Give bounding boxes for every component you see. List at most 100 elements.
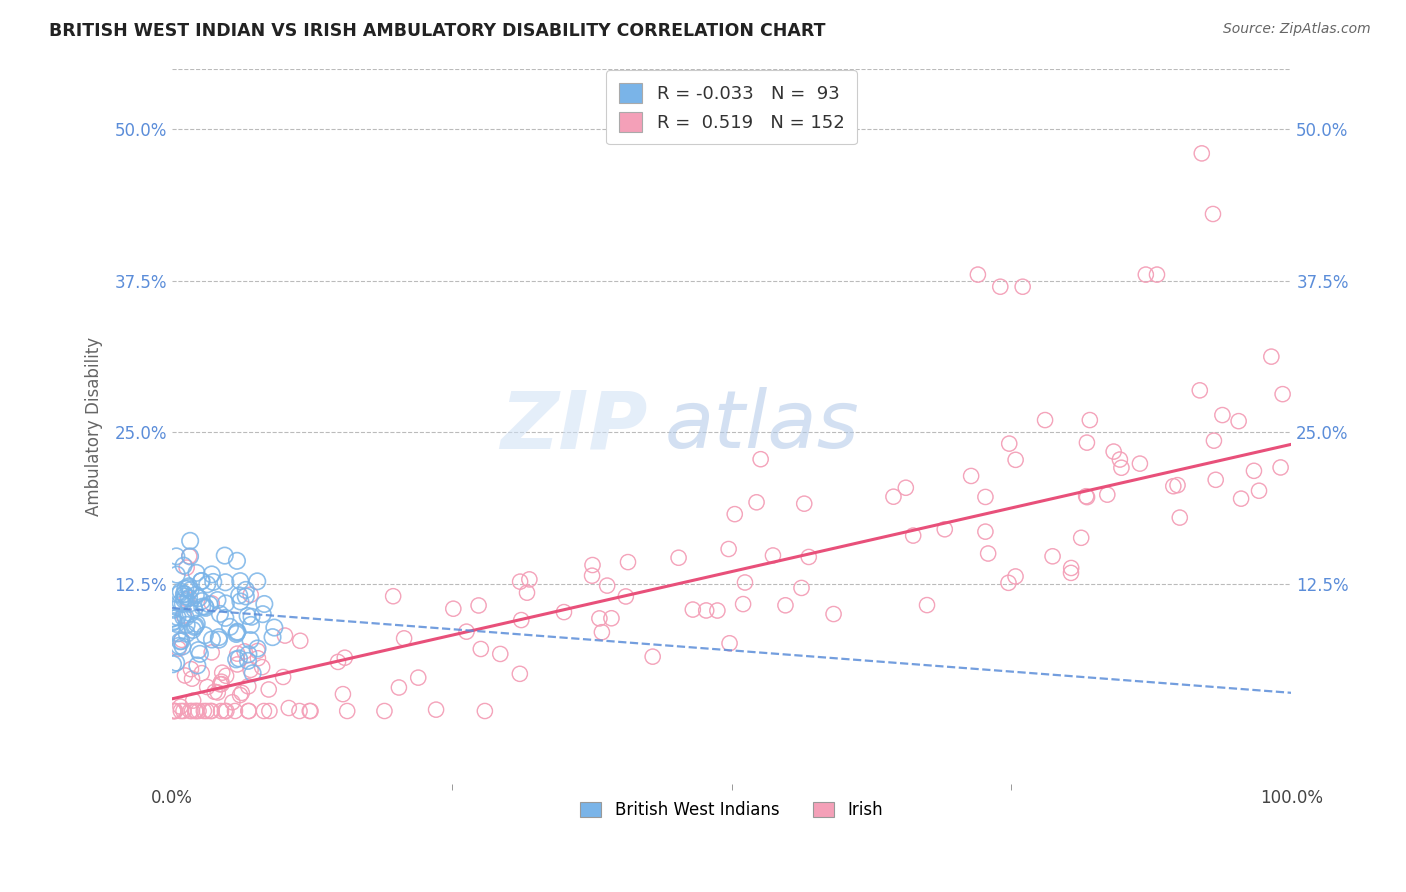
Point xyxy=(641,649,664,664)
Point xyxy=(166,626,188,640)
Point xyxy=(179,533,201,548)
Point xyxy=(1163,479,1185,493)
Point xyxy=(214,704,236,718)
Point xyxy=(238,704,260,718)
Point xyxy=(1070,531,1092,545)
Point xyxy=(333,650,356,665)
Point xyxy=(977,547,1000,561)
Point xyxy=(718,636,741,650)
Point xyxy=(204,685,226,699)
Point xyxy=(253,704,276,718)
Point xyxy=(176,592,198,607)
Point xyxy=(1076,489,1098,503)
Point xyxy=(225,627,247,641)
Point xyxy=(600,611,623,625)
Point xyxy=(165,656,187,670)
Point xyxy=(194,599,217,614)
Point xyxy=(179,704,201,718)
Point xyxy=(553,605,575,619)
Point xyxy=(373,704,395,718)
Point xyxy=(717,541,740,556)
Point xyxy=(882,490,904,504)
Point xyxy=(392,632,415,646)
Point xyxy=(186,658,208,673)
Point xyxy=(193,704,215,718)
Point xyxy=(194,600,217,615)
Point xyxy=(181,623,204,637)
Point xyxy=(1004,453,1026,467)
Point xyxy=(201,704,224,718)
Point xyxy=(790,581,813,595)
Point xyxy=(174,668,197,682)
Point xyxy=(263,621,285,635)
Point xyxy=(1004,453,1026,467)
Point xyxy=(181,672,204,686)
Point xyxy=(172,640,194,654)
Point xyxy=(489,647,512,661)
Point xyxy=(1076,490,1098,504)
Point xyxy=(180,662,202,676)
Point xyxy=(467,599,489,613)
Point xyxy=(238,679,260,693)
Point xyxy=(775,599,797,613)
Point xyxy=(1135,268,1157,282)
Point xyxy=(388,681,411,695)
Point xyxy=(176,618,198,632)
Point xyxy=(336,704,359,718)
Point xyxy=(823,607,845,621)
Point xyxy=(169,587,191,601)
Point xyxy=(209,674,232,689)
Point xyxy=(290,633,312,648)
Point xyxy=(1211,408,1233,422)
Point xyxy=(173,587,195,601)
Point xyxy=(706,603,728,617)
Point xyxy=(470,642,492,657)
Point xyxy=(288,704,311,718)
Point xyxy=(1076,435,1098,450)
Point xyxy=(1097,488,1119,502)
Point xyxy=(188,647,211,661)
Point xyxy=(163,614,186,628)
Point xyxy=(1168,510,1191,524)
Point xyxy=(170,634,193,648)
Point xyxy=(167,641,190,656)
Point xyxy=(988,279,1011,293)
Point xyxy=(195,680,218,694)
Point xyxy=(167,639,190,653)
Point xyxy=(1042,549,1064,564)
Point xyxy=(988,279,1011,293)
Point xyxy=(790,581,813,595)
Point xyxy=(173,608,195,623)
Point xyxy=(165,549,187,564)
Point xyxy=(382,589,405,603)
Point xyxy=(724,507,747,521)
Point xyxy=(224,704,246,718)
Point xyxy=(1076,490,1098,504)
Point xyxy=(274,629,297,643)
Point xyxy=(172,704,194,718)
Point xyxy=(1135,268,1157,282)
Point xyxy=(252,607,274,622)
Point xyxy=(915,598,938,612)
Point xyxy=(1129,457,1152,471)
Point xyxy=(967,268,990,282)
Point xyxy=(960,469,983,483)
Point xyxy=(239,588,262,602)
Point xyxy=(172,704,194,718)
Point xyxy=(793,497,815,511)
Point xyxy=(600,611,623,625)
Point xyxy=(596,579,619,593)
Point xyxy=(235,590,257,604)
Point xyxy=(299,704,322,718)
Point xyxy=(238,704,260,718)
Point xyxy=(1211,408,1233,422)
Point xyxy=(775,599,797,613)
Point xyxy=(235,582,257,597)
Point xyxy=(165,704,187,718)
Point xyxy=(1260,350,1282,364)
Point xyxy=(516,585,538,599)
Point xyxy=(184,704,207,718)
Point xyxy=(226,647,249,661)
Point xyxy=(250,660,273,674)
Point xyxy=(176,592,198,607)
